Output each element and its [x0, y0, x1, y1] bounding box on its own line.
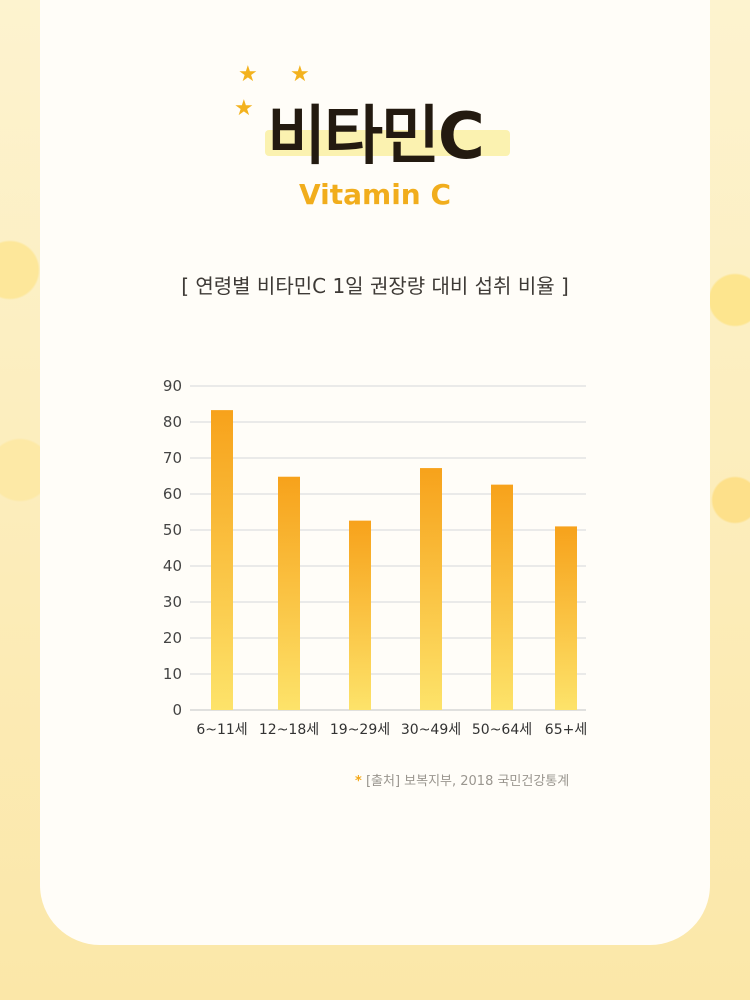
- star-icon: ★: [238, 62, 258, 87]
- page-title: 비타민C: [267, 100, 485, 174]
- y-tick-label: 80: [163, 413, 182, 431]
- y-tick-label: 40: [163, 557, 182, 575]
- y-tick-label: 0: [172, 701, 182, 719]
- star-icon: ★: [290, 62, 310, 87]
- source-text: [출처] 보복지부, 2018 국민건강통계: [365, 774, 570, 789]
- y-tick-label: 90: [163, 377, 182, 395]
- y-tick-label: 10: [163, 665, 182, 683]
- x-tick-label: 6~11세: [196, 722, 247, 738]
- bar: [278, 476, 300, 710]
- bar: [491, 484, 513, 710]
- y-tick-label: 20: [163, 629, 182, 647]
- x-tick-label: 19~29세: [330, 722, 390, 738]
- bar: [211, 410, 233, 710]
- x-tick-label: 30~49세: [401, 722, 461, 738]
- title-highlight: [265, 130, 510, 156]
- x-tick-label: 12~18세: [259, 722, 319, 738]
- bar: [420, 468, 442, 710]
- source-marker: *: [355, 774, 362, 789]
- y-tick-label: 70: [163, 449, 182, 467]
- y-tick-label: 30: [163, 593, 182, 611]
- chart-caption: [ 연령별 비타민C 1일 권장량 대비 섭취 비율 ]: [181, 274, 569, 298]
- content-card: [40, 0, 710, 945]
- x-tick-label: 50~64세: [472, 722, 532, 738]
- y-tick-label: 50: [163, 521, 182, 539]
- bar: [349, 520, 371, 710]
- y-tick-label: 60: [163, 485, 182, 503]
- x-tick-label: 65+세: [545, 722, 587, 738]
- bar: [555, 526, 577, 710]
- star-icon: ★: [234, 96, 254, 121]
- page-subtitle: Vitamin C: [298, 178, 452, 211]
- source-note: * [출처] 보복지부, 2018 국민건강통계: [355, 770, 569, 789]
